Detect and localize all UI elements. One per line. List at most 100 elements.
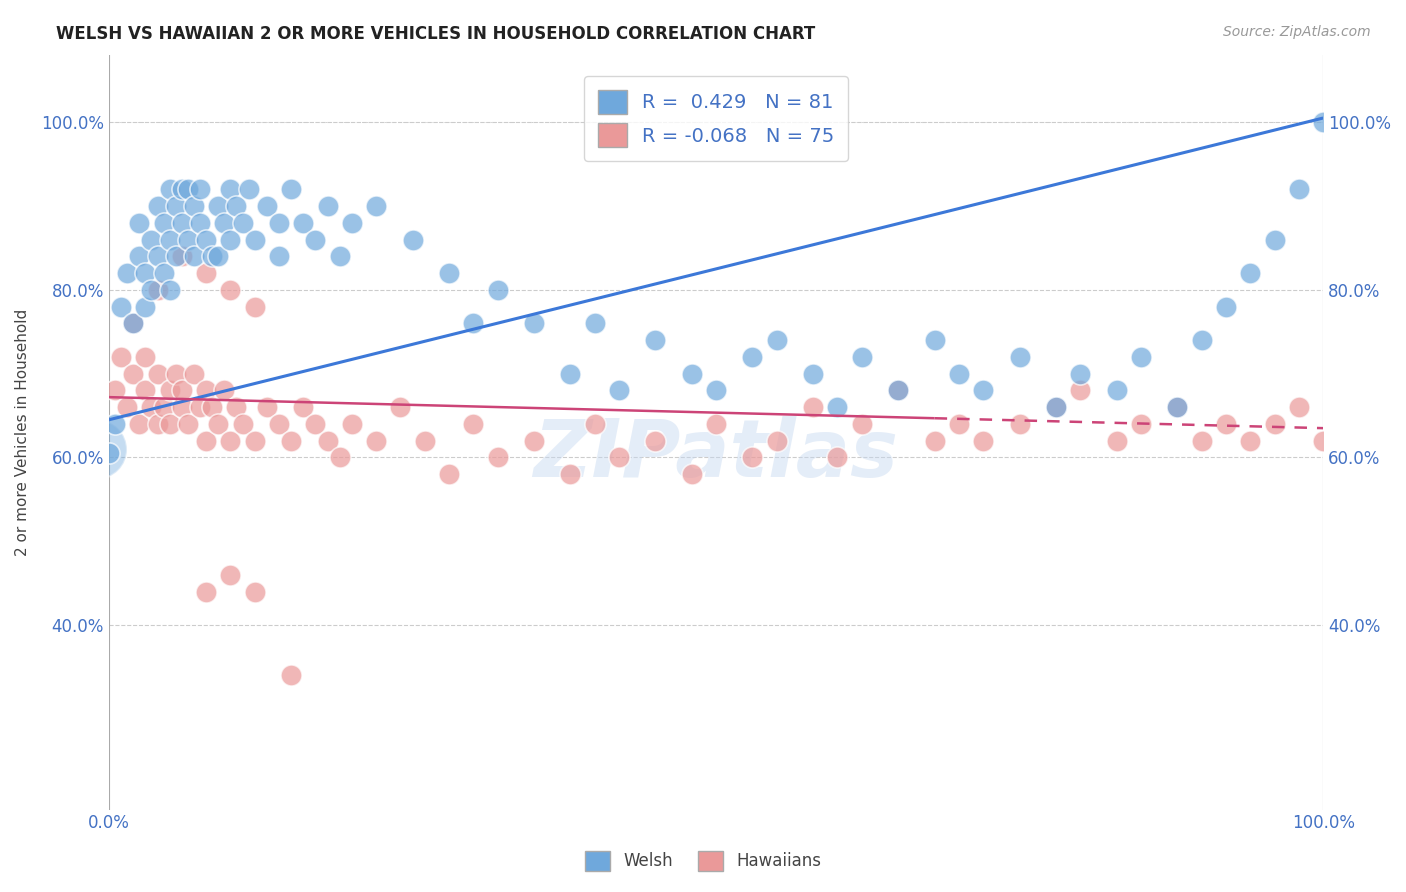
Point: [134, 266, 156, 280]
Point: [141, 400, 163, 414]
Point: [183, 199, 205, 213]
Point: [110, 300, 132, 314]
Point: [219, 567, 242, 582]
Point: [340, 216, 363, 230]
Point: [243, 584, 266, 599]
Point: [128, 249, 150, 263]
Point: [583, 317, 606, 331]
Point: [170, 216, 193, 230]
Point: [195, 384, 218, 398]
Point: [122, 367, 145, 381]
Point: [146, 417, 169, 431]
Point: [141, 283, 163, 297]
Point: [122, 317, 145, 331]
Point: [1045, 400, 1067, 414]
Point: [146, 249, 169, 263]
Point: [924, 333, 946, 347]
Point: [560, 467, 582, 482]
Point: [827, 450, 849, 465]
Point: [243, 300, 266, 314]
Point: [115, 400, 138, 414]
Point: [316, 434, 339, 448]
Point: [1105, 384, 1128, 398]
Point: [219, 233, 242, 247]
Point: [225, 400, 247, 414]
Point: [972, 384, 994, 398]
Point: [195, 584, 218, 599]
Point: [159, 283, 181, 297]
Point: [201, 249, 224, 263]
Point: [207, 417, 229, 431]
Point: [292, 216, 315, 230]
Point: [801, 367, 824, 381]
Text: ZIPatlas: ZIPatlas: [533, 416, 898, 494]
Point: [188, 400, 211, 414]
Y-axis label: 2 or more Vehicles in Household: 2 or more Vehicles in Household: [15, 309, 30, 556]
Point: [583, 417, 606, 431]
Point: [146, 199, 169, 213]
Point: [165, 367, 187, 381]
Point: [704, 417, 727, 431]
Point: [267, 417, 290, 431]
Point: [1239, 266, 1261, 280]
Point: [851, 350, 873, 364]
Point: [486, 283, 509, 297]
Point: [1008, 417, 1031, 431]
Text: WELSH VS HAWAIIAN 2 OR MORE VEHICLES IN HOUSEHOLD CORRELATION CHART: WELSH VS HAWAIIAN 2 OR MORE VEHICLES IN …: [56, 25, 815, 43]
Point: [256, 199, 278, 213]
Point: [152, 216, 174, 230]
Point: [195, 233, 218, 247]
Text: Source: ZipAtlas.com: Source: ZipAtlas.com: [1223, 25, 1371, 39]
Point: [389, 400, 412, 414]
Point: [280, 182, 302, 196]
Point: [948, 367, 970, 381]
Point: [134, 384, 156, 398]
Point: [159, 233, 181, 247]
Point: [128, 216, 150, 230]
Point: [304, 417, 326, 431]
Point: [146, 283, 169, 297]
Point: [183, 367, 205, 381]
Point: [170, 182, 193, 196]
Point: [329, 249, 352, 263]
Point: [765, 333, 787, 347]
Point: [1264, 417, 1286, 431]
Point: [741, 450, 763, 465]
Point: [183, 249, 205, 263]
Point: [340, 417, 363, 431]
Point: [304, 233, 326, 247]
Point: [463, 417, 485, 431]
Point: [170, 249, 193, 263]
Point: [681, 367, 703, 381]
Point: [159, 384, 181, 398]
Point: [243, 233, 266, 247]
Point: [122, 317, 145, 331]
Point: [560, 367, 582, 381]
Point: [177, 233, 200, 247]
Point: [437, 467, 460, 482]
Point: [177, 182, 200, 196]
Point: [523, 317, 546, 331]
Point: [170, 400, 193, 414]
Point: [607, 450, 630, 465]
Point: [364, 434, 387, 448]
Point: [152, 266, 174, 280]
Point: [165, 199, 187, 213]
Point: [207, 199, 229, 213]
Point: [1166, 400, 1188, 414]
Point: [887, 384, 910, 398]
Point: [195, 434, 218, 448]
Point: [256, 400, 278, 414]
Point: [1008, 350, 1031, 364]
Point: [267, 216, 290, 230]
Point: [134, 350, 156, 364]
Point: [1191, 434, 1213, 448]
Point: [1069, 384, 1091, 398]
Legend: R =  0.429   N = 81, R = -0.068   N = 75: R = 0.429 N = 81, R = -0.068 N = 75: [583, 76, 848, 161]
Point: [523, 434, 546, 448]
Point: [170, 384, 193, 398]
Point: [159, 417, 181, 431]
Point: [644, 333, 666, 347]
Point: [86, 442, 108, 456]
Point: [115, 266, 138, 280]
